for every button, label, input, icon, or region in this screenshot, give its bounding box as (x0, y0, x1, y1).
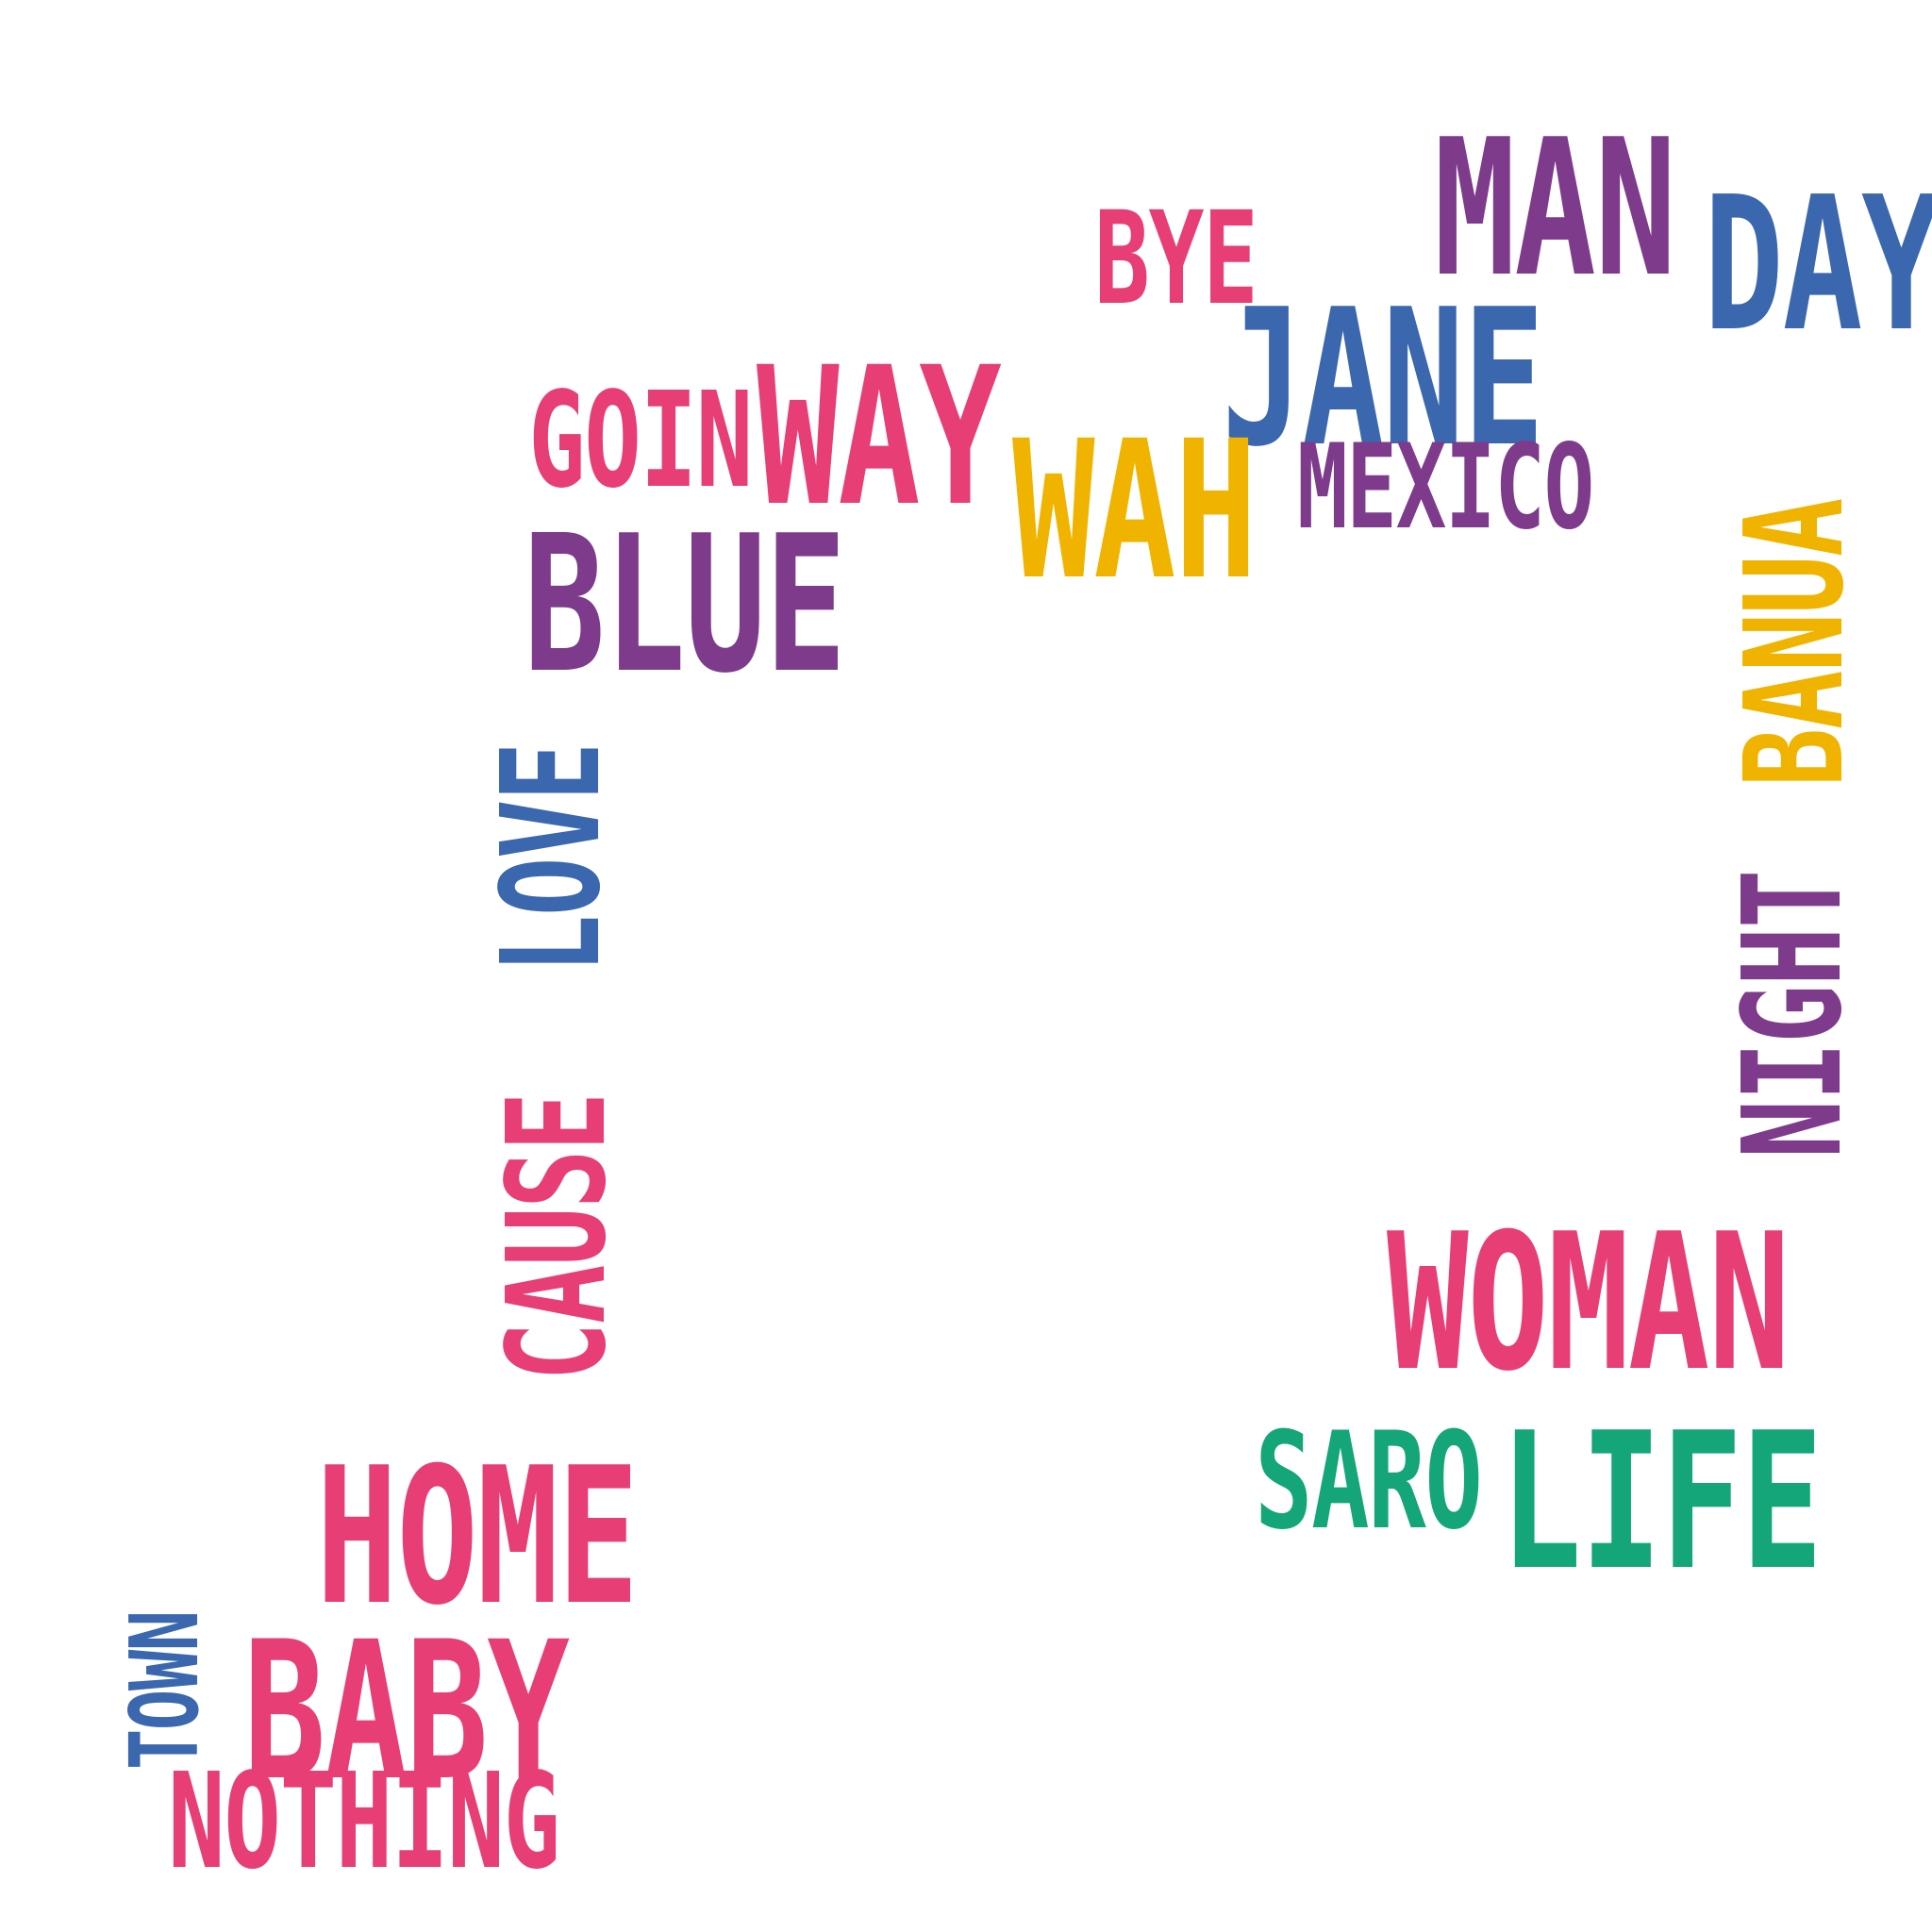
word-bye: BYE (1094, 185, 1258, 334)
word-night: NIGHT (1713, 871, 1872, 1158)
word-love: LOVE (472, 743, 630, 974)
word-saro: SARO (1255, 1404, 1483, 1559)
word-mexico: MEXICO (1297, 420, 1594, 556)
word-woman: WOMAN (1387, 1193, 1790, 1413)
word-jane: JANE (1222, 269, 1544, 489)
word-nothing: NOTHING (168, 1745, 560, 1899)
word-baby: BABY (243, 1600, 570, 1823)
word-cause: CAUSE (477, 1093, 636, 1381)
word-home: HOME (316, 1427, 639, 1647)
word-banua: BANUA (1715, 499, 1874, 787)
word-blue: BLUE (524, 495, 846, 715)
word-town: TOWN (109, 1611, 220, 1770)
word-way: WAY (757, 325, 1002, 548)
word-day: DAY (1704, 158, 1932, 373)
word-goin: GOIN (528, 364, 753, 518)
word-life: LIFE (1500, 1392, 1823, 1612)
word-wah: WAH (1012, 399, 1257, 622)
word-man: MAN (1434, 99, 1676, 319)
